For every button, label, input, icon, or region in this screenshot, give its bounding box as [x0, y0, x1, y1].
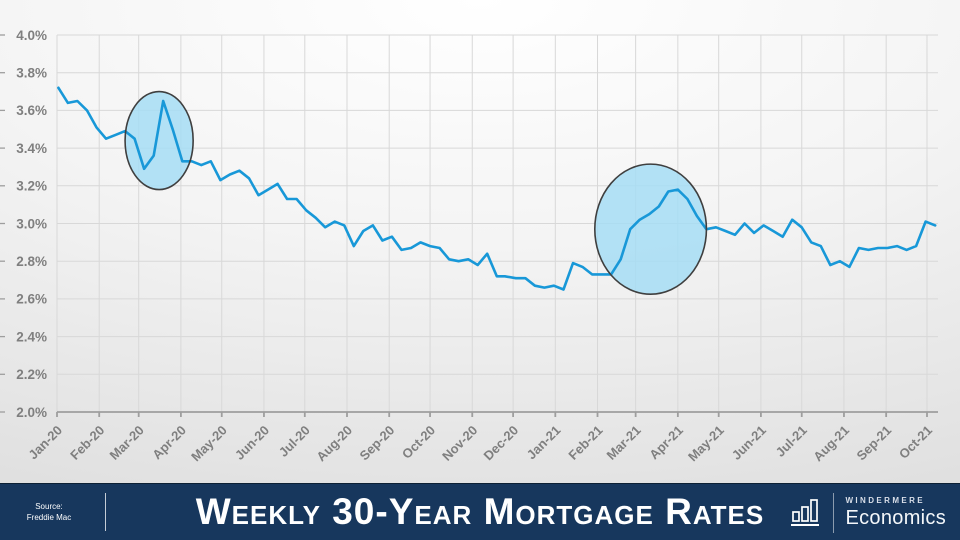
y-tick-label: 3.4% — [16, 141, 47, 156]
source-label-line2: Freddie Mac — [26, 513, 72, 522]
x-tick-label: Jan-20 — [25, 423, 65, 463]
y-tick-label: 4.0% — [16, 28, 47, 43]
y-tick-label: 2.8% — [16, 254, 47, 269]
x-tick-label: Jun-21 — [729, 423, 769, 463]
y-tick-label: 2.0% — [16, 405, 47, 420]
x-tick-label: Feb-20 — [67, 423, 107, 463]
mortgage-rates-line-chart: 4.0% 3.8% 3.6% 3.4% 3.2% 3.0% 2.8% 2.6% 2.4% 2.2%… — [0, 28, 938, 465]
y-axis-ticks — [0, 34, 5, 413]
x-tick-label: Apr-20 — [149, 423, 189, 463]
y-axis-labels: 4.0% 3.8% 3.6% 3.4% 3.2% 3.0% 2.8% 2.6% 2.4% 2.2%… — [16, 28, 47, 420]
x-tick-label: Feb-21 — [565, 423, 605, 463]
x-tick-label: Jul-21 — [773, 423, 810, 460]
brand-name: WINDERMERE — [845, 496, 926, 505]
y-tick-label: 3.0% — [16, 216, 47, 231]
x-axis-labels: Jan-20 Feb-20 Mar-20 Apr-20 May-20 Jun-20 Jul-… — [25, 423, 935, 465]
source-label-line1: Source: — [35, 501, 63, 511]
x-tick-label: Dec-20 — [480, 423, 521, 464]
x-tick-label: Jan-21 — [524, 423, 564, 463]
y-tick-label: 3.8% — [16, 66, 47, 81]
brand-text: WINDERMERE Economics — [845, 496, 946, 529]
x-tick-label: Jul-20 — [276, 423, 313, 460]
x-tick-label: Aug-20 — [313, 423, 355, 465]
brand-logo: WINDERMERE Economics — [790, 484, 946, 540]
footer-bar: Source: Freddie Mac Weekly 30-Year Mortg… — [0, 483, 960, 540]
bar-chart-logo-icon — [791, 498, 820, 526]
x-tick-label: Oct-20 — [399, 423, 438, 462]
y-tick-label: 3.2% — [16, 179, 47, 194]
march-2020-spike-highlight — [124, 90, 194, 191]
page-title: Weekly 30-Year Mortgage Rates — [195, 491, 765, 532]
y-tick-label: 2.2% — [16, 367, 47, 382]
x-tick-label: Apr-21 — [646, 423, 686, 463]
x-tick-label: Mar-20 — [107, 423, 147, 463]
y-tick-label: 2.6% — [16, 292, 47, 307]
x-tick-label: Oct-21 — [896, 423, 935, 462]
x-tick-label: May-20 — [188, 423, 230, 465]
x-tick-label: Nov-20 — [439, 423, 480, 464]
x-axis — [56, 411, 938, 417]
spring-2021-rise-highlight — [593, 163, 708, 295]
brand-economics: Economics — [845, 507, 946, 529]
x-tick-label: Sep-21 — [854, 423, 895, 464]
x-tick-label: Mar-21 — [604, 423, 644, 463]
gridlines — [56, 34, 938, 412]
y-tick-label: 3.6% — [16, 103, 47, 118]
spring-2021-rise-highlight-fill — [594, 164, 707, 295]
x-tick-label: Aug-21 — [810, 423, 852, 465]
y-tick-label: 2.4% — [16, 329, 47, 344]
x-tick-label: Jun-20 — [232, 423, 272, 463]
source-label: Source: Freddie Mac — [8, 501, 90, 523]
x-tick-label: May-21 — [685, 423, 727, 465]
logo-divider — [833, 492, 835, 533]
rate-series-line — [57, 86, 937, 291]
footer-divider — [105, 493, 106, 531]
x-tick-label: Sep-20 — [357, 423, 398, 464]
